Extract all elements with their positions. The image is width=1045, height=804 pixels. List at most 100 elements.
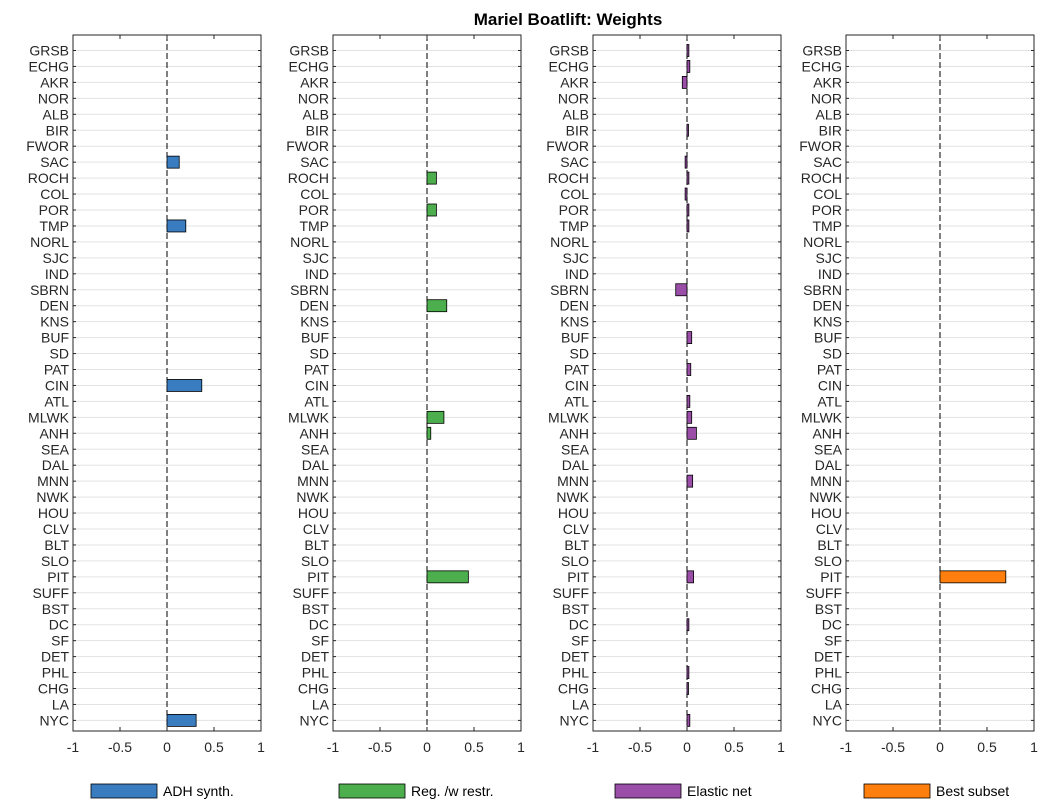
y-tick-label: BLT — [817, 537, 842, 553]
bar-NYC — [686, 714, 691, 727]
y-tick-label: DC — [822, 617, 842, 633]
y-tick-label: SJC — [303, 250, 329, 266]
chart-title: Mariel Boatlift: Weights — [474, 10, 663, 29]
y-tick-label: SUFF — [805, 585, 842, 601]
y-tick-label: NOR — [298, 90, 329, 106]
y-tick-label: SEA — [814, 441, 843, 457]
bar-SAC — [166, 155, 180, 169]
y-tick-label: NWK — [809, 489, 842, 505]
y-tick-label: SBRN — [30, 282, 69, 298]
y-tick-label: DAL — [815, 457, 842, 473]
y-tick-label: DAL — [302, 457, 329, 473]
y-tick-label: SBRN — [550, 282, 589, 298]
x-tick-label: 0.5 — [464, 739, 484, 755]
y-tick-label: COL — [300, 186, 329, 202]
y-tick-label: DEN — [39, 298, 69, 314]
y-tick-label: DEN — [559, 298, 589, 314]
y-tick-label: ATL — [304, 393, 329, 409]
bar-ROCH — [686, 171, 690, 185]
y-tick-label: AKR — [813, 74, 842, 90]
x-tick-label: 0.5 — [724, 739, 744, 755]
y-tick-label: IND — [45, 266, 69, 282]
x-tick-label: -0.5 — [368, 739, 392, 755]
y-tick-label: ATL — [564, 393, 589, 409]
y-tick-label: POR — [39, 202, 69, 218]
legend-swatch — [90, 783, 158, 799]
y-tick-label: BST — [815, 601, 843, 617]
y-tick-label: BLT — [564, 537, 589, 553]
y-tick-label: ROCH — [548, 170, 589, 186]
y-tick-label: SF — [824, 633, 842, 649]
y-tick-label: FWOR — [26, 138, 69, 154]
y-tick-label: NOR — [38, 90, 69, 106]
legend-item-1: ADH synth. — [90, 783, 234, 799]
y-tick-label: MLWK — [288, 409, 330, 425]
bar-ECHG — [686, 60, 691, 73]
y-tick-label: AKR — [300, 74, 329, 90]
y-tick-label: BLT — [44, 537, 69, 553]
y-tick-label: BIR — [566, 122, 589, 138]
legend-item-3: Elastic net — [614, 783, 752, 799]
y-tick-label: MNN — [297, 473, 329, 489]
bar-SAC — [684, 155, 688, 169]
x-tick-label: 0 — [423, 739, 431, 755]
bar-PIT — [686, 570, 694, 584]
y-tick-label: CLV — [303, 521, 330, 537]
y-tick-label: BUF — [301, 330, 329, 346]
x-tick-label: 0 — [936, 739, 944, 755]
y-tick-label: BUF — [561, 330, 589, 346]
y-tick-label: ECHG — [549, 58, 589, 74]
y-tick-label: MLWK — [28, 409, 70, 425]
y-tick-label: CIN — [565, 377, 589, 393]
y-tick-label: KNS — [560, 314, 589, 330]
y-tick-label: NYC — [299, 712, 329, 728]
bar-NYC — [166, 714, 197, 727]
legend-item-2: Reg. /w restr. — [338, 783, 493, 799]
bar-TMP — [166, 219, 187, 233]
y-tick-label: NORL — [803, 234, 842, 250]
y-tick-label: ALB — [563, 106, 589, 122]
y-tick-label: SLO — [814, 553, 842, 569]
y-tick-label: PIT — [47, 569, 69, 585]
y-tick-label: CLV — [816, 521, 843, 537]
y-tick-label: SJC — [563, 250, 589, 266]
y-tick-label: PAT — [44, 362, 70, 378]
y-tick-label: SBRN — [803, 282, 842, 298]
y-tick-label: SEA — [41, 441, 70, 457]
y-tick-label: IND — [818, 266, 842, 282]
bar-AKR — [681, 76, 688, 89]
y-tick-label: COL — [813, 186, 842, 202]
y-tick-label: SD — [823, 346, 842, 362]
x-tick-label: 0.5 — [204, 739, 224, 755]
y-tick-label: ANH — [299, 425, 329, 441]
y-tick-label: TMP — [559, 218, 589, 234]
y-tick-label: ROCH — [28, 170, 69, 186]
y-tick-label: ANH — [559, 425, 589, 441]
y-tick-label: TMP — [812, 218, 842, 234]
y-tick-label: GRSB — [549, 43, 589, 59]
x-tick-label: -1 — [587, 739, 600, 755]
y-tick-label: DET — [814, 649, 842, 665]
y-tick-label: ALB — [816, 106, 842, 122]
y-tick-label: MNN — [557, 473, 589, 489]
y-tick-label: DEN — [812, 298, 842, 314]
bar-MNN — [686, 474, 694, 488]
panel-2: GRSBECHGAKRNORALBBIRFWORSACROCHCOLPORTMP… — [286, 34, 525, 755]
y-tick-label: SLO — [301, 553, 329, 569]
y-tick-label: IND — [565, 266, 589, 282]
bar-ANH — [426, 426, 432, 440]
y-tick-label: BST — [42, 601, 70, 617]
y-tick-label: PHL — [302, 665, 329, 681]
y-tick-label: PAT — [564, 362, 590, 378]
y-tick-label: CIN — [45, 377, 69, 393]
y-tick-label: DET — [301, 649, 329, 665]
y-tick-label: SF — [311, 633, 329, 649]
y-tick-label: FWOR — [799, 138, 842, 154]
y-tick-label: PIT — [567, 569, 589, 585]
legend-swatch — [863, 783, 931, 799]
bar-ANH — [686, 426, 697, 440]
y-tick-label: BST — [562, 601, 590, 617]
y-tick-label: DC — [309, 617, 329, 633]
y-tick-label: TMP — [39, 218, 69, 234]
